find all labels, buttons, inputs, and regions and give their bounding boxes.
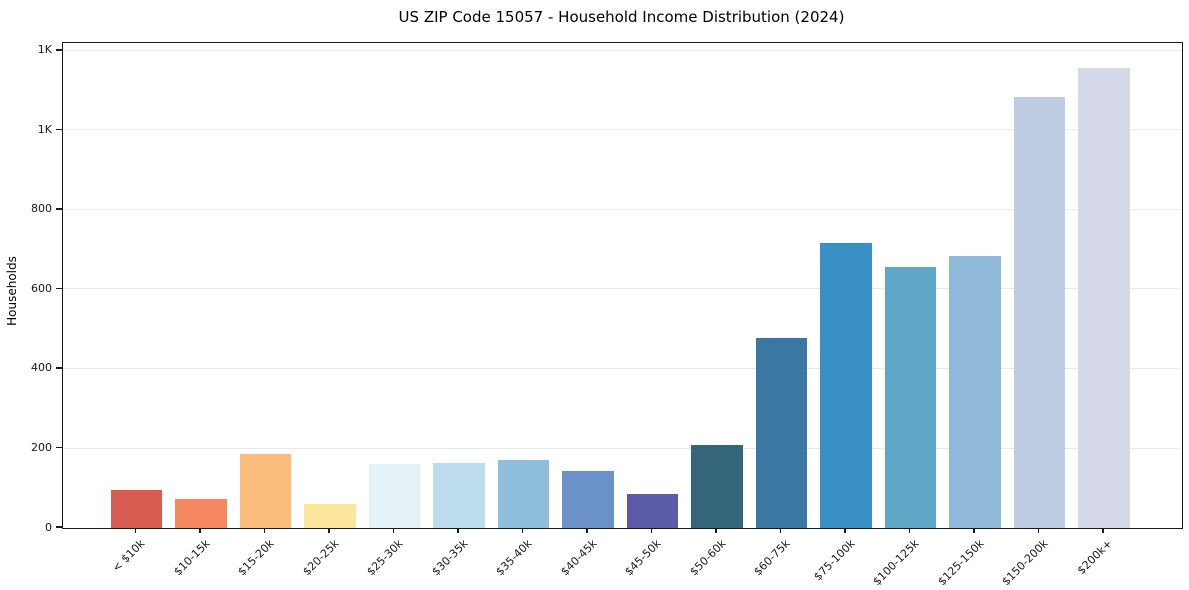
xtick-mark-$60-75k [779, 528, 782, 534]
bar-$75-100k [820, 242, 872, 528]
xtick-mark-$30-35k [457, 528, 459, 534]
gridline-y-1200 [63, 49, 1182, 51]
bar-$45-50k [626, 493, 679, 528]
ytick-mark-400 [56, 367, 62, 369]
bar-$50-60k [691, 444, 743, 528]
xtick-label-$10-15k: $10-15k [170, 537, 213, 579]
xtick-mark-$75-100k [844, 528, 846, 534]
bar-$35-40k [497, 460, 550, 528]
xtick-mark-$20-25k [328, 528, 330, 534]
bar-$200k+ [1078, 68, 1130, 528]
ytick-mark-0 [56, 526, 62, 528]
ytick-label-800: 800 [31, 202, 52, 216]
plot-area [62, 42, 1183, 529]
xtick-label-$75-100k: $75-100k [810, 537, 858, 584]
xtick-label-$15-20k: $15-20k [235, 537, 277, 579]
xtick-mark-$150-200k [1037, 528, 1040, 534]
xtick-mark-$100-125k [908, 528, 911, 534]
xtick-label-$150-200k: $150-200k [999, 537, 1051, 589]
chart-title: US ZIP Code 15057 - Household Income Dis… [398, 8, 845, 26]
xtick-label-$50-60k: $50-60k [686, 537, 729, 579]
xtick-mark-$50-60k [715, 528, 717, 534]
xtick-label-$45-50k: $45-50k [622, 537, 664, 579]
ytick-label-1000: 1K [37, 122, 52, 136]
xtick-mark-$35-40k [521, 528, 524, 534]
xtick-mark-$25-30k [392, 528, 395, 534]
xtick-mark-$45-50k [650, 528, 653, 534]
xtick-mark-$15-20k [263, 528, 266, 534]
xtick-label-$200k+: $200k+ [1075, 537, 1116, 578]
bar-< $10k [110, 490, 163, 528]
ytick-mark-800 [56, 208, 62, 210]
xtick-label-$25-30k: $25-30k [364, 537, 406, 579]
ytick-label-200: 200 [31, 440, 52, 454]
gridline-y-600 [63, 288, 1182, 290]
xtick-mark-$200k+ [1102, 528, 1104, 534]
xtick-label-< $10k: < $10k [110, 537, 148, 575]
bar-$30-35k [433, 462, 485, 528]
xtick-label-$30-35k: $30-35k [428, 537, 471, 579]
ytick-mark-600 [56, 287, 62, 290]
bar-$25-30k [368, 464, 421, 528]
bar-$40-45k [562, 471, 614, 528]
gridline-y-1000 [63, 129, 1182, 131]
bar-$125-150k [949, 256, 1001, 528]
bar-$15-20k [239, 454, 292, 528]
xtick-mark-$40-45k [586, 528, 588, 534]
xtick-label-$35-40k: $35-40k [493, 537, 535, 579]
bar-$100-125k [884, 266, 937, 528]
gridline-y-200 [63, 447, 1182, 449]
xtick-label-$40-45k: $40-45k [557, 537, 600, 579]
bar-$60-75k [755, 337, 808, 528]
ytick-mark-1200 [56, 49, 62, 51]
xtick-mark-< $10k [134, 528, 137, 534]
xtick-label-$20-25k: $20-25k [299, 537, 342, 579]
xtick-label-$60-75k: $60-75k [751, 537, 793, 579]
bar-$10-15k [175, 499, 227, 528]
xtick-mark-$125-150k [973, 528, 975, 534]
bar-$20-25k [304, 504, 356, 528]
xtick-mark-$10-15k [199, 528, 201, 534]
bar-$150-200k [1013, 97, 1066, 528]
ytick-label-600: 600 [31, 281, 52, 295]
ytick-label-1200: 1K [37, 43, 52, 57]
ytick-mark-200 [56, 446, 62, 449]
gridline-y-800 [63, 208, 1182, 210]
gridline-y-400 [63, 367, 1182, 369]
ytick-mark-1000 [56, 128, 62, 131]
xtick-label-$100-125k: $100-125k [870, 537, 922, 589]
xtick-label-$125-150k: $125-150k [935, 537, 987, 589]
ytick-label-0: 0 [45, 520, 52, 534]
ytick-label-400: 400 [31, 361, 52, 375]
